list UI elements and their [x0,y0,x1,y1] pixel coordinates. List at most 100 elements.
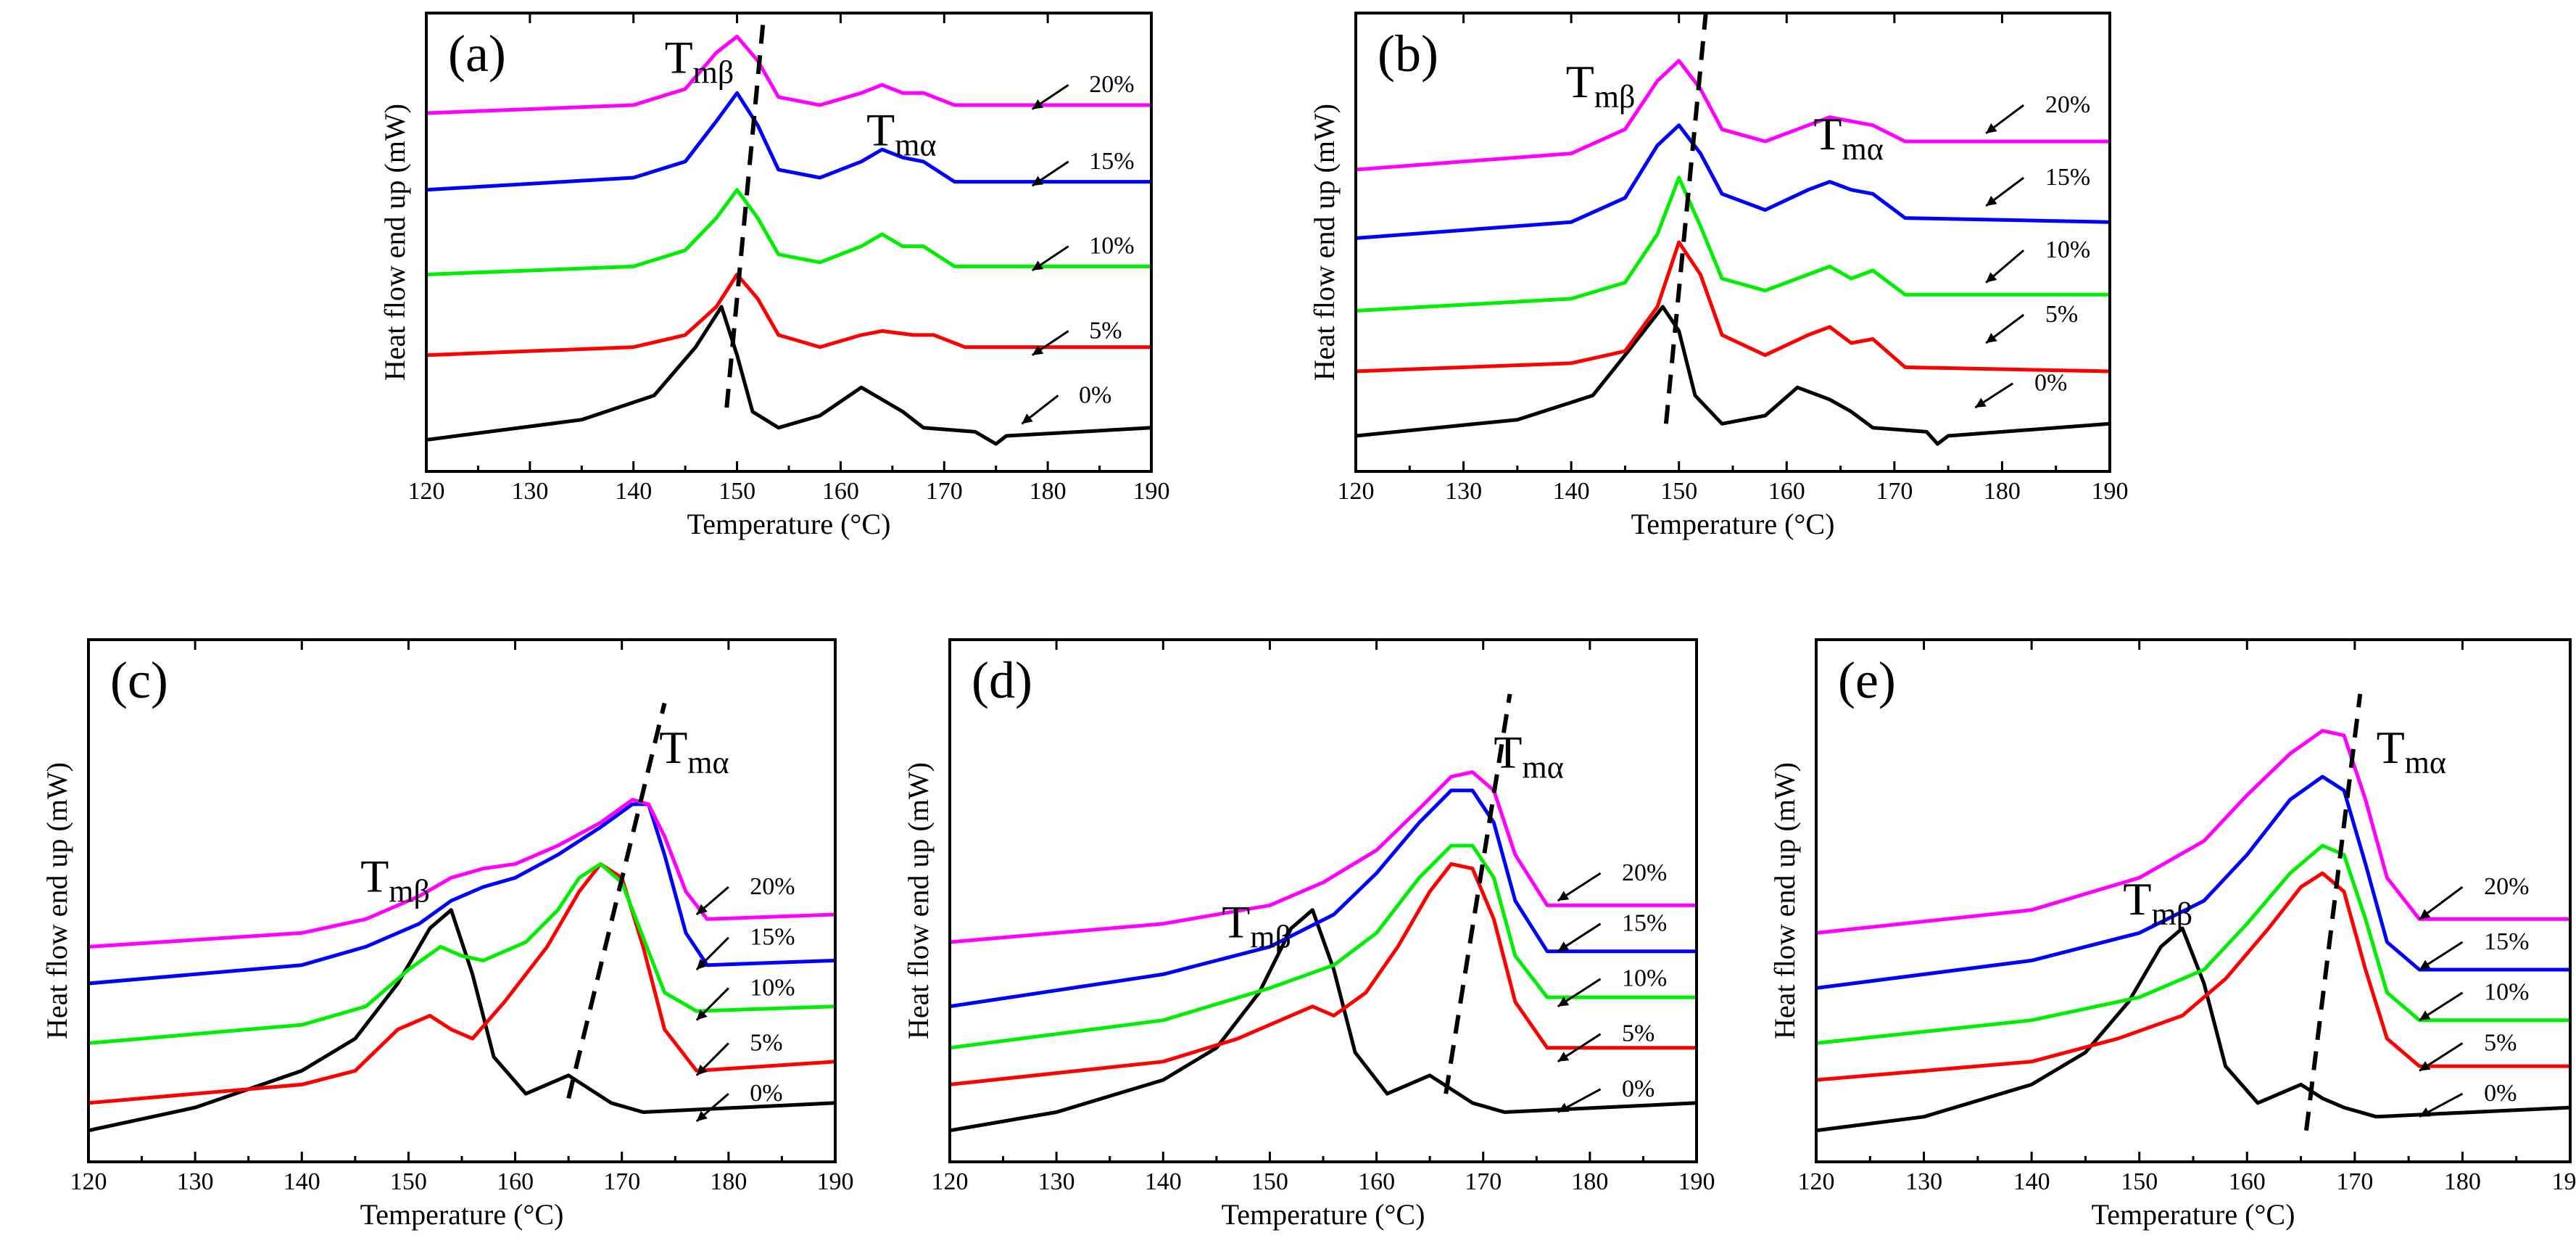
peak-label-alpha: Tmα [866,104,936,163]
series-line-10pct [426,188,1151,276]
y-axis-label: Heat flow end up (mW) [41,762,73,1039]
x-tick-label: 180 [1030,478,1067,505]
x-tick-label: 150 [718,478,755,505]
x-axis-label: Temperature (°C) [360,1198,564,1231]
label-arrowhead [1032,176,1044,186]
x-tick-label: 170 [1465,1168,1502,1195]
x-tick-label: 140 [1145,1168,1182,1195]
series-label-15pct: 15% [1089,148,1134,175]
series-line-20pct [1356,59,2110,172]
label-arrowhead [1022,413,1033,424]
series-group [1356,59,2110,446]
series-label-10pct: 10% [1622,965,1667,992]
series-line-0pct [88,908,835,1133]
x-tick-label: 190 [2092,478,2129,505]
x-tick-label: 170 [926,478,963,505]
y-axis-label: Heat flow end up (mW) [1308,104,1341,381]
x-tick-label: 140 [283,1168,320,1195]
series-line-5pct [88,862,835,1105]
panel-label: (a) [448,25,506,83]
label-arrowhead [696,1110,708,1122]
series-line-15pct [426,91,1151,192]
series-label-0pct: 0% [750,1080,782,1107]
x-tick-label: 170 [1876,478,1913,505]
label-arrowhead [2419,1010,2431,1020]
series-label-20pct: 20% [1622,859,1667,886]
x-tick-label: 190 [817,1168,854,1195]
series-line-10pct [1356,176,2110,313]
x-tick-label: 130 [1445,478,1482,505]
peak-label-alpha: Tmα [2377,722,2446,780]
x-tick-label: 180 [1571,1168,1608,1195]
plot-frame [948,638,1698,1163]
series-line-20pct [950,770,1697,944]
series-line-10pct [950,843,1697,1050]
series-line-10pct [88,862,835,1045]
x-tick-label: 160 [822,478,859,505]
x-axis-label: Temperature (°C) [687,508,891,540]
peak-label-beta: Tmβ [665,31,734,90]
series-line-5pct [950,862,1697,1086]
label-arrowhead [2419,1107,2431,1117]
series-label-15pct: 15% [750,924,795,951]
x-tick-label: 130 [1905,1168,1942,1195]
plot-frame [425,12,1153,473]
x-tick-label: 150 [1660,478,1697,505]
x-tick-label: 150 [2121,1168,2158,1195]
series-group [426,34,1151,446]
x-tick-label: 130 [177,1168,214,1195]
series-label-20pct: 20% [2045,91,2090,118]
series-label-20pct: 20% [750,873,795,900]
series-label-0pct: 0% [2034,370,2067,397]
plot-frame [87,638,837,1163]
label-arrowhead [2419,960,2431,970]
label-arrowhead [1557,891,1570,901]
series-line-5pct [1816,871,2570,1082]
x-tick-label: 180 [1984,478,2021,505]
panel-label: (d) [972,651,1032,709]
series-label-15pct: 15% [2484,928,2529,955]
label-arrowhead [1986,272,1997,283]
x-tick-label: 150 [390,1168,427,1195]
plot-frame [1354,12,2111,473]
series-group [88,798,835,1133]
panel-d: 0% 5% 10% 15% 20% Tmβ Tmα (d) 120 130 140 150 160 170… [902,638,1715,1231]
series-line-0pct [426,305,1151,446]
series-label-20pct: 20% [1089,71,1134,98]
series-group [1816,729,2570,1133]
panel-a: 0% 5% 10% 15% 20% Tmβ Tmα (a) 120 130 140 150 160 170… [378,12,1170,540]
series-label-15pct: 15% [2045,164,2090,191]
series-label-0pct: 0% [1622,1076,1654,1102]
peak-trend-line [566,702,667,1099]
panel-label: (c) [110,651,168,709]
x-tick-label: 190 [1678,1168,1715,1195]
label-arrowhead [1986,333,1997,344]
series-label-10pct: 10% [2484,979,2529,1006]
x-tick-label: 170 [603,1168,640,1195]
series-label-5pct: 5% [1622,1020,1654,1047]
series-label-10pct: 10% [2045,236,2090,263]
x-tick-label: 120 [932,1168,969,1195]
x-tick-label: 170 [2336,1168,2373,1195]
peak-label-beta: Tmβ [1222,896,1291,955]
x-tick-label: 120 [408,478,445,505]
x-tick-label: 140 [615,478,652,505]
series-line-0pct [1816,926,2570,1133]
label-arrowhead [1032,345,1044,355]
x-tick-label: 140 [2013,1168,2050,1195]
panel-c: 0% 5% 10% 15% 20% Tmβ Tmα (c) 120 130 140 150 160 170… [41,638,854,1231]
x-tick-label: 160 [1358,1168,1395,1195]
series-label-5pct: 5% [750,1029,782,1056]
y-axis-label: Heat flow end up (mW) [1768,762,1801,1039]
series-line-15pct [950,788,1697,1009]
panel-e: 0% 5% 10% 15% 20% Tmβ Tmα (e) 120 130 140 150 160 170… [1768,638,2576,1231]
series-line-15pct [88,802,835,986]
series-label-0pct: 0% [2484,1080,2517,1107]
series-line-5pct [426,273,1151,358]
peak-trend-line [2304,693,2363,1131]
x-tick-label: 130 [511,478,548,505]
series-label-5pct: 5% [1089,317,1122,344]
label-arrowhead [696,1064,708,1076]
panel-label: (e) [1838,651,1896,709]
